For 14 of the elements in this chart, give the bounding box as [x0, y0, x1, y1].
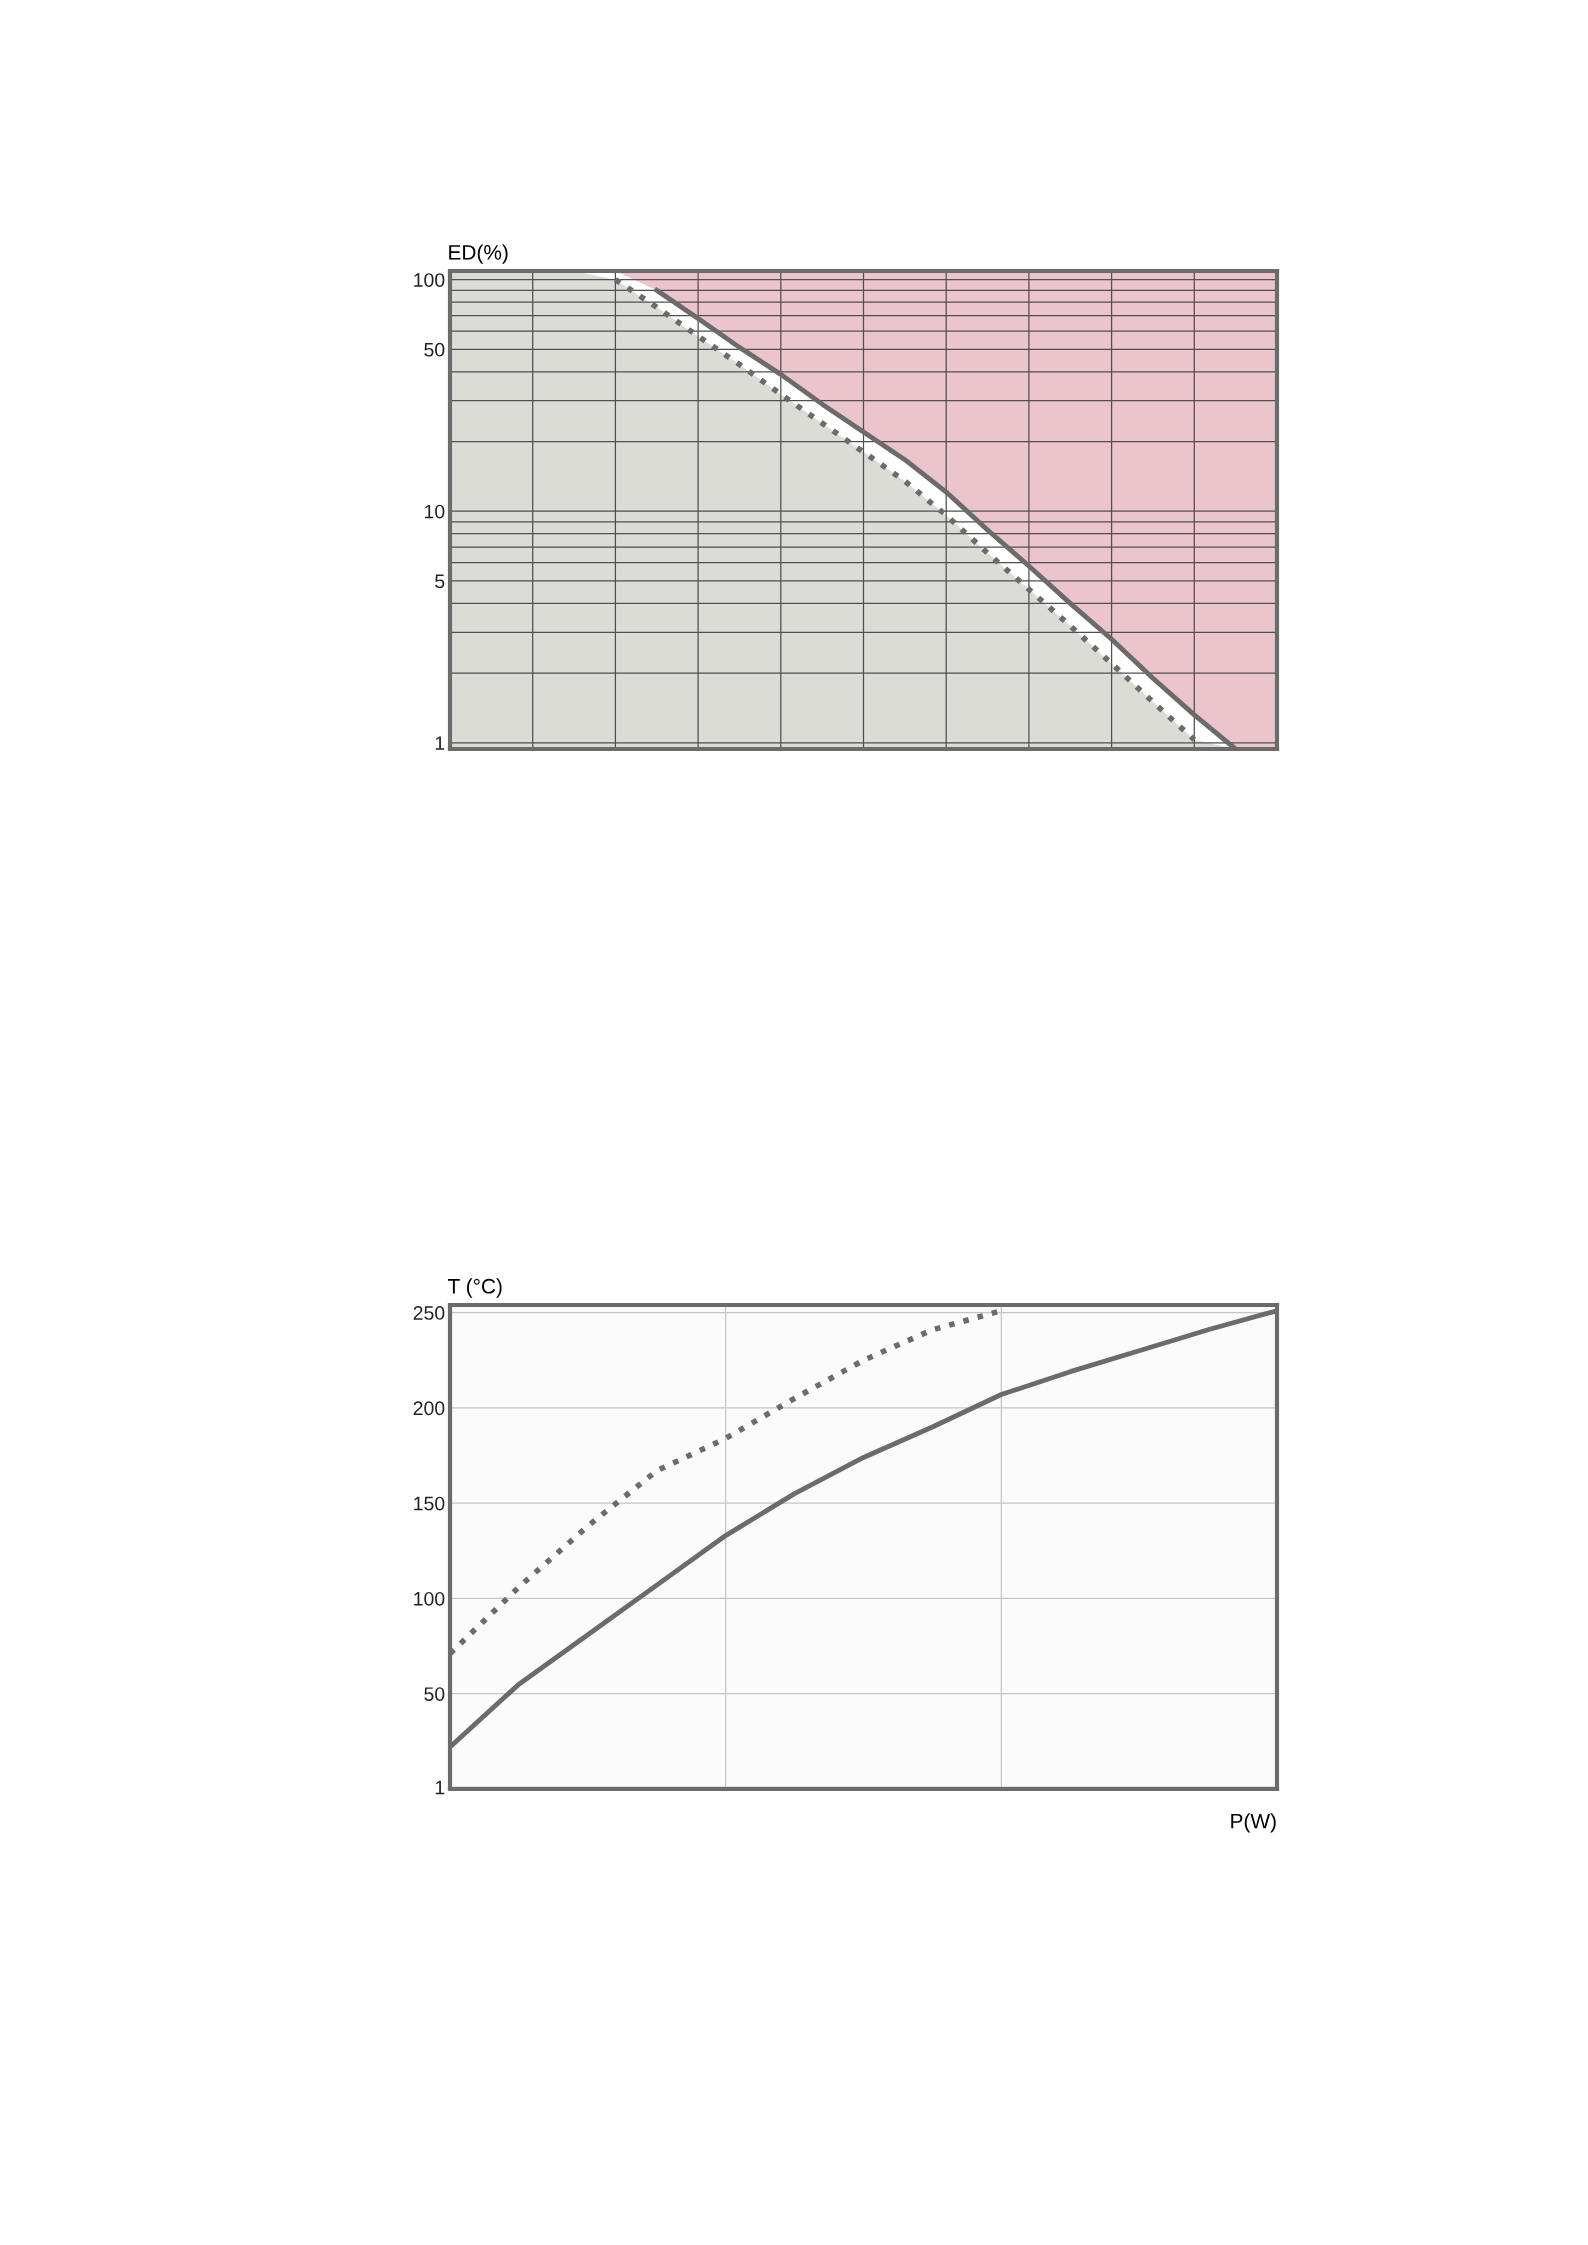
y-tick-label: 100	[414, 1591, 445, 1606]
x-axis-title: P(W)	[1231, 1813, 1276, 1833]
y-tick-label: 5	[435, 574, 445, 589]
y-tick-label: 50	[424, 342, 445, 357]
y-axis-title: T (°C)	[447, 1278, 502, 1298]
y-tick-label: 50	[424, 1687, 445, 1701]
y-tick-label: 1	[435, 1780, 445, 1795]
y-tick-label: 150	[414, 1496, 445, 1511]
y-tick-label: 100	[414, 273, 445, 287]
y-tick-label: 1	[435, 736, 445, 750]
y-tick-label: 200	[413, 1401, 445, 1416]
y-tick-label: 10	[425, 504, 445, 519]
y-axis-title: ED(%)	[449, 244, 508, 264]
y-tick-label: 250	[413, 1306, 445, 1320]
